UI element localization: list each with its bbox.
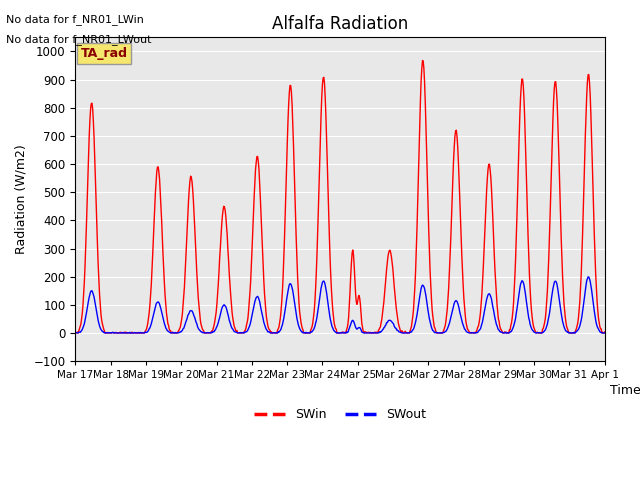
SWout — [277, 326, 285, 332]
SWin — [258, 228, 266, 234]
SWin — [419, 58, 426, 63]
SWin — [72, 330, 80, 336]
Title: Alfalfa Radiation: Alfalfa Radiation — [272, 15, 408, 33]
SWin — [134, 330, 142, 336]
SWin — [232, 327, 239, 333]
SWout — [72, 330, 79, 336]
SWout — [601, 330, 609, 336]
SWin — [601, 329, 609, 335]
SWout — [134, 330, 141, 336]
Y-axis label: Radiation (W/m2): Radiation (W/m2) — [15, 144, 28, 254]
SWout — [394, 328, 402, 334]
SWin — [278, 299, 285, 305]
SWout — [257, 306, 265, 312]
SWout — [231, 329, 239, 335]
Line: SWout: SWout — [76, 277, 605, 333]
SWout — [584, 274, 592, 280]
SWout — [424, 308, 432, 313]
Text: No data for f_NR01_LWout: No data for f_NR01_LWout — [6, 34, 152, 45]
SWin — [426, 249, 433, 255]
Text: No data for f_NR01_LWin: No data for f_NR01_LWin — [6, 14, 144, 25]
Legend: SWin, SWout: SWin, SWout — [249, 403, 431, 426]
SWin — [72, 330, 79, 336]
Text: TA_rad: TA_rad — [81, 47, 128, 60]
SWin — [395, 323, 403, 329]
Line: SWin: SWin — [76, 60, 605, 333]
X-axis label: Time: Time — [611, 384, 640, 397]
